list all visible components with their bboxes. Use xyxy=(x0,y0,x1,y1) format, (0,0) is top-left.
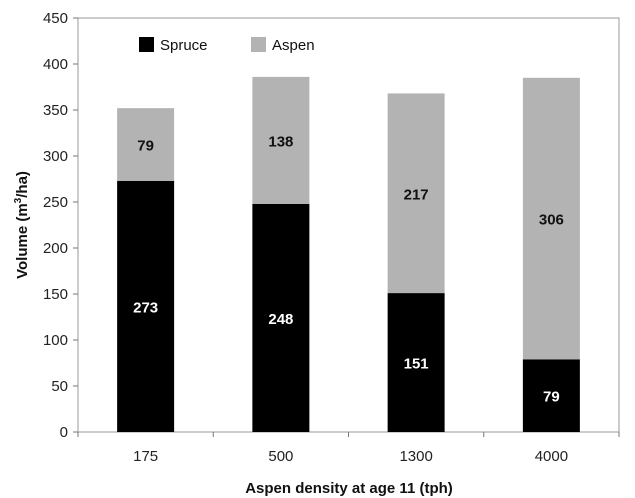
y-axis-title-main: Volume (m xyxy=(14,203,31,279)
y-tick-label-6: 300 xyxy=(43,148,68,165)
bar-labels: 273 79 248 138 151 217 79 306 xyxy=(133,133,564,405)
x-tick-label-3: 4000 xyxy=(535,448,568,465)
legend-label-spruce: Spruce xyxy=(160,37,208,54)
bar-aspen-175 xyxy=(117,108,175,181)
legend-swatch-spruce xyxy=(139,37,154,52)
y-tick-label-4: 200 xyxy=(43,240,68,257)
data-label-spruce-4000: 79 xyxy=(543,389,560,406)
bar-spruce-175 xyxy=(117,180,175,432)
y-tick-label-2: 100 xyxy=(43,332,68,349)
data-label-spruce-1300: 151 xyxy=(404,356,429,373)
y-axis-title-end: /ha) xyxy=(14,171,31,198)
legend: Spruce Aspen xyxy=(139,37,315,54)
data-label-aspen-4000: 306 xyxy=(539,212,564,229)
legend-label-aspen: Aspen xyxy=(272,37,315,54)
bars xyxy=(117,76,580,432)
bar-spruce-1300 xyxy=(387,293,445,432)
y-axis-title: Volume (m3/ha) xyxy=(13,171,31,279)
x-tick-label-0: 175 xyxy=(133,448,158,465)
y-tick-label-7: 350 xyxy=(43,102,68,119)
y-tick-label-3: 150 xyxy=(43,286,68,303)
bar-spruce-4000 xyxy=(522,359,580,432)
y-tick-label-0: 0 xyxy=(60,424,68,441)
x-tick-label-1: 500 xyxy=(268,448,293,465)
x-axis-title: Aspen density at age 11 (tph) xyxy=(245,480,453,497)
y-axis: 0 50 100 150 200 250 300 350 400 450 xyxy=(43,10,78,441)
bar-aspen-500 xyxy=(252,76,310,204)
data-label-aspen-175: 79 xyxy=(137,138,154,155)
x-tick-label-2: 1300 xyxy=(399,448,432,465)
bar-aspen-1300 xyxy=(387,93,445,294)
data-label-spruce-175: 273 xyxy=(133,299,158,316)
data-label-aspen-500: 138 xyxy=(268,133,293,150)
y-tick-label-5: 250 xyxy=(43,194,68,211)
bar-spruce-500 xyxy=(252,203,310,432)
y-tick-label-8: 400 xyxy=(43,56,68,73)
y-axis-title-superscript: 3 xyxy=(13,197,24,203)
y-tick-label-1: 50 xyxy=(51,378,68,395)
legend-swatch-aspen xyxy=(251,37,266,52)
data-label-spruce-500: 248 xyxy=(268,311,293,328)
y-tick-label-9: 450 xyxy=(43,10,68,27)
data-label-aspen-1300: 217 xyxy=(404,186,429,203)
bar-aspen-4000 xyxy=(522,77,580,360)
x-axis: 175 500 1300 4000 xyxy=(77,432,620,465)
